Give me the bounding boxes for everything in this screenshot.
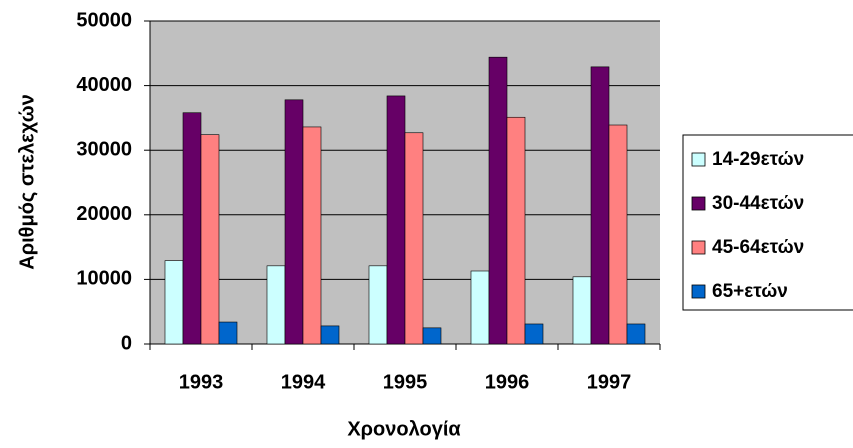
bar (266, 265, 286, 345)
legend-label: 14-29ετών (712, 149, 804, 170)
y-tick-label: 20000 (76, 203, 132, 225)
x-tick-label: 1997 (587, 371, 632, 393)
bar (488, 56, 508, 345)
bar (182, 112, 202, 345)
bar (404, 132, 424, 345)
bar (470, 270, 490, 345)
legend-label: 30-44ετών (712, 193, 804, 214)
bar (284, 99, 304, 345)
y-tick-label: 10000 (76, 268, 132, 290)
bar (164, 260, 184, 345)
bar (524, 323, 544, 345)
legend-box (682, 134, 853, 311)
y-tick-label: 40000 (76, 74, 132, 96)
bar (422, 327, 442, 345)
x-axis-title: Χρονολογία (347, 418, 461, 440)
y-tick-label: 0 (121, 332, 132, 354)
bar (626, 323, 646, 345)
legend-marker (691, 196, 706, 211)
y-tick-label: 30000 (76, 138, 132, 160)
bar (368, 265, 388, 345)
bar (572, 276, 592, 345)
x-tick-label: 1996 (485, 371, 530, 393)
bar (608, 124, 628, 345)
x-tick-label: 1993 (179, 371, 224, 393)
bar (320, 325, 340, 345)
legend-label: 65+ετών (712, 281, 788, 302)
legend-marker (691, 152, 706, 167)
bar (200, 134, 220, 345)
y-axis-title: Αριθμός στελεχών (16, 94, 38, 269)
bar (590, 66, 610, 345)
x-tick-label: 1995 (383, 371, 428, 393)
y-tick-label: 50000 (76, 9, 132, 31)
bar (506, 116, 526, 345)
bar (386, 95, 406, 345)
bar (302, 126, 322, 345)
x-tick-label: 1994 (281, 371, 326, 393)
legend-marker (691, 284, 706, 299)
legend-label: 45-64ετών (712, 237, 804, 258)
legend-marker (691, 240, 706, 255)
bar (218, 321, 238, 345)
